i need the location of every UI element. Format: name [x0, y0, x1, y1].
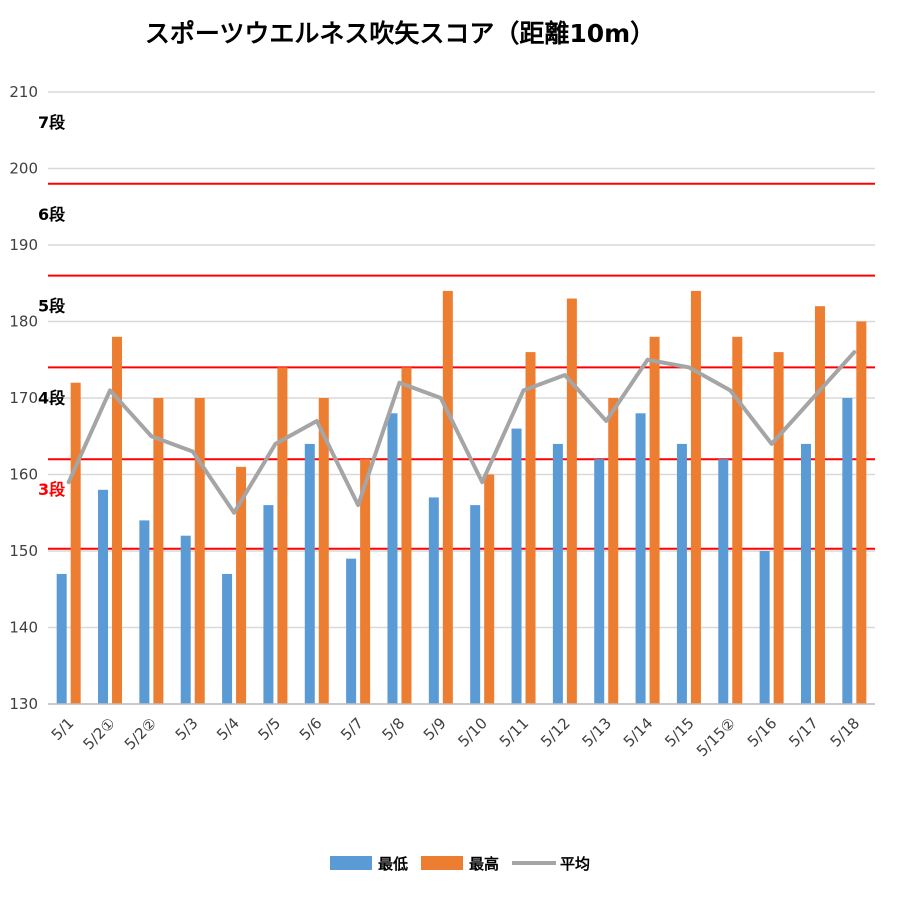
x-tick-label: 5/17: [785, 714, 822, 751]
x-tick-label: 5/9: [420, 714, 450, 744]
bar-min: [842, 398, 853, 704]
legend: 最低 最高 平均: [330, 855, 590, 873]
bar-max: [194, 398, 205, 704]
bar-max: [401, 367, 412, 704]
y-tick-label: 210: [9, 83, 38, 101]
y-tick-label: 180: [9, 313, 38, 331]
x-tick-label: 5/10: [454, 714, 491, 751]
reference-label: 3段: [38, 480, 66, 499]
x-tick-label: 5/7: [337, 714, 367, 744]
x-tick-label: 5/18: [827, 714, 864, 751]
reference-label: 6段: [38, 205, 66, 224]
bar-min: [594, 459, 605, 704]
y-tick-label: 140: [9, 619, 38, 637]
chart-title: スポーツウエルネス吹矢スコア（距離10m）: [145, 19, 655, 48]
legend-label: 最高: [469, 855, 499, 873]
x-tick-label: 5/3: [172, 714, 202, 744]
bar-min: [800, 443, 811, 704]
bar-max: [856, 321, 867, 704]
x-tick-label: 5/15②: [693, 714, 739, 760]
bar-max: [277, 367, 288, 704]
bar-max: [484, 474, 495, 704]
legend-swatch: [421, 856, 463, 870]
x-tick-label: 5/16: [744, 714, 781, 751]
bar-min: [552, 443, 563, 704]
bar-max: [690, 290, 701, 704]
bars: [48, 290, 875, 705]
y-axis: 130 140 150 160 170 180 190 200 210: [9, 83, 38, 713]
x-tick-label: 5/6: [296, 714, 326, 744]
bar-max: [732, 336, 743, 704]
bar-min: [139, 520, 150, 704]
bar-min: [635, 413, 646, 704]
bar-min: [56, 573, 67, 704]
bar-max: [318, 398, 329, 704]
x-tick-label: 5/11: [496, 714, 533, 751]
y-tick-label: 200: [9, 160, 38, 178]
bar-max: [112, 336, 123, 704]
bar-min: [346, 558, 357, 704]
bar-max: [525, 352, 536, 704]
bar-min: [511, 428, 522, 704]
y-tick-label: 190: [9, 236, 38, 254]
bar-min: [759, 551, 770, 704]
y-tick-label: 170: [9, 389, 38, 407]
x-tick-label: 5/13: [579, 714, 616, 751]
y-tick-label: 150: [9, 542, 38, 560]
x-tick-label: 5/4: [213, 714, 243, 744]
bar-min: [263, 505, 274, 704]
bar-min: [428, 497, 439, 704]
bar-min: [222, 573, 233, 704]
bar-min: [676, 443, 687, 704]
reference-label: 4段: [38, 388, 66, 407]
bar-min: [470, 505, 481, 704]
x-tick-label: 5/2①: [80, 714, 119, 753]
bar-max: [236, 466, 247, 704]
bar-max: [773, 352, 784, 704]
x-tick-label: 5/12: [537, 714, 574, 751]
y-tick-label: 130: [9, 695, 38, 713]
legend-label: 最低: [378, 855, 408, 873]
bar-min: [304, 443, 315, 704]
average-series-line: [66, 350, 857, 515]
bar-min: [387, 413, 398, 704]
bar-max: [566, 298, 577, 704]
bar-max: [360, 459, 371, 704]
bar-max: [153, 398, 164, 704]
bar-max: [814, 306, 825, 704]
legend-label: 平均: [560, 855, 590, 873]
bar-max: [442, 290, 453, 704]
x-tick-label: 5/2②: [121, 714, 160, 753]
x-tick-label: 5/1: [48, 714, 78, 744]
x-tick-label: 5/5: [254, 714, 284, 744]
reference-label: 7段: [38, 113, 66, 132]
bar-max: [70, 382, 81, 704]
bar-min: [718, 459, 729, 704]
x-tick-label: 5/8: [379, 714, 409, 744]
legend-swatch: [330, 856, 372, 870]
x-tick-label: 5/15: [661, 714, 698, 751]
x-tick-label: 5/14: [620, 714, 657, 751]
bar-max: [608, 398, 619, 704]
bar-min: [180, 535, 191, 704]
y-tick-label: 160: [9, 466, 38, 484]
reference-lines: 7段 6段 5段 4段 3段: [38, 113, 875, 550]
bar-max: [649, 336, 660, 704]
reference-label: 5段: [38, 297, 66, 316]
average-line: [66, 350, 857, 515]
x-axis: 5/1 5/2① 5/2② 5/3 5/4 5/5 5/6 5/7 5/8 5/9 5/10 5/11…: [48, 714, 863, 760]
bar-min: [98, 489, 109, 704]
